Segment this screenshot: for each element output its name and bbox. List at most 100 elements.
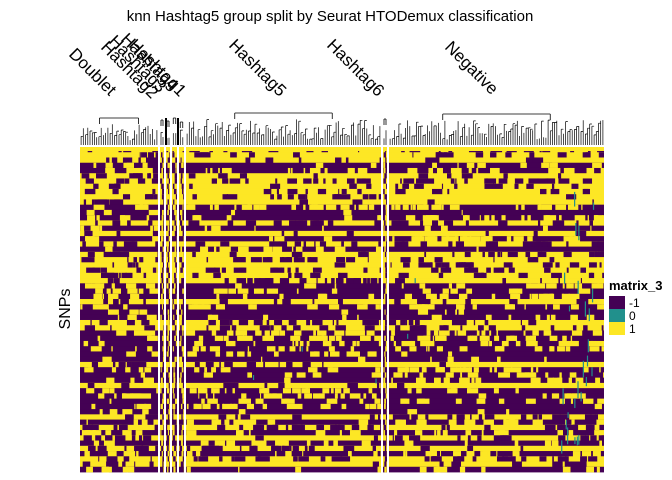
heatmap-row-band [166,167,170,174]
heatmap-cell [172,288,176,295]
heatmap-cell [441,204,444,211]
heatmap-cell [162,330,164,337]
heatmap-cell [416,304,425,310]
heatmap-cell [583,325,588,331]
dendrogram-branch [172,117,177,124]
heatmap-cell [139,257,144,263]
heatmap-cell [166,278,169,284]
heatmap-cell [384,335,386,342]
heatmap-cell [219,325,231,331]
heatmap-cell [109,409,118,415]
heatmap-row-band [186,194,381,200]
slice-hashtag3 [166,147,170,473]
heatmap-cell [384,309,386,316]
heatmap-cell [168,299,170,305]
heatmap-cell [136,403,147,410]
heatmap-cell [569,372,577,379]
heatmap-cell [460,414,465,420]
heatmap-cell [392,414,402,420]
heatmap-cell [465,220,469,227]
heatmap-cell [461,173,473,179]
heatmap-row-band [172,461,177,468]
heatmap-cell [340,393,345,400]
heatmap-cell [206,325,209,331]
heatmap-cell [431,456,438,462]
heatmap-cell [193,403,202,410]
heatmap-cell [582,152,591,158]
heatmap-cell [175,461,177,468]
heatmap-cell [84,188,96,195]
heatmap-cell [173,451,177,457]
heatmap-row-band [166,194,170,200]
heatmap-cell [130,293,140,300]
heatmap-cell [385,299,387,305]
heatmap-cell [162,419,164,426]
heatmap-cell [247,372,253,379]
heatmap-cell [181,414,183,420]
heatmap-row-band [383,367,387,373]
heatmap-cell [466,162,475,169]
heatmap-cell [279,278,290,284]
heatmap-cell [543,215,550,221]
heatmap-cell [461,283,466,289]
heatmap-cell [160,430,162,436]
heatmap-cell [226,361,233,368]
heatmap-cell [542,225,548,232]
heatmap-cell [312,393,321,400]
heatmap-cell [573,236,577,242]
heatmap-row-band [186,319,381,326]
heatmap-cell [93,293,103,300]
heatmap-cell [101,466,109,473]
heatmap-cell [489,367,493,373]
heatmap-cell [430,215,435,221]
heatmap-row-band [179,152,184,158]
heatmap-cell [161,272,164,279]
heatmap-cell [217,424,226,431]
heatmap-cell [181,278,184,284]
heatmap-cell [220,241,230,247]
heatmap-row-band [389,361,604,368]
heatmap-cell [465,299,471,305]
heatmap-cell [498,372,508,379]
heatmap-cell [133,257,137,263]
heatmap-row-band [166,461,170,468]
heatmap-cell [547,377,554,384]
heatmap-cell [319,325,329,331]
heatmap-cell [386,435,387,441]
heatmap-cell [233,403,236,410]
heatmap-cell [298,157,302,164]
heatmap-cell [162,346,164,352]
heatmap-row-band [160,356,164,363]
heatmap-cell [543,293,555,300]
heatmap-cell [537,204,542,211]
heatmap-cell [594,215,598,221]
heatmap-row-band [186,461,381,468]
heatmap-cell [112,361,116,368]
heatmap-cell [384,403,386,410]
heatmap-cell [172,319,175,326]
heatmap-cell [86,388,95,394]
heatmap-row-band [166,178,170,185]
legend-label-1: 1 [629,322,636,336]
dendrogram-branch [234,112,333,119]
heatmap-cell [327,220,334,227]
heatmap-cell [484,178,489,185]
heatmap-cell [582,188,591,195]
heatmap-cell [391,330,395,337]
heatmap-cell [93,183,99,190]
heatmap-cell [408,178,415,185]
heatmap-cell [580,278,583,284]
heatmap-row-band [166,272,170,279]
heatmap-cell [182,299,184,305]
heatmap-cell [183,409,184,415]
heatmap-cell [516,372,527,379]
heatmap-row-band [80,152,158,158]
heatmap-cell [557,424,562,431]
heatmap-cell [546,283,552,289]
heatmap-cell [315,162,324,169]
heatmap-row-band [186,199,381,206]
heatmap-row-band [80,209,158,216]
heatmap-row-band [166,424,170,431]
heatmap-cell [419,372,424,379]
heatmap-cell [84,451,90,457]
